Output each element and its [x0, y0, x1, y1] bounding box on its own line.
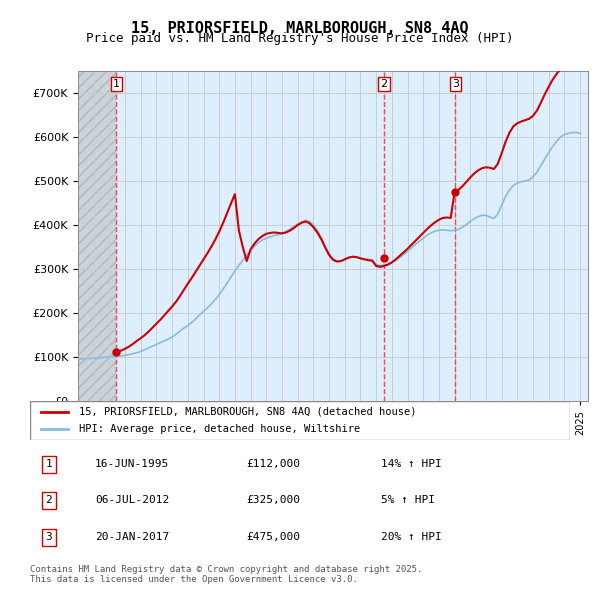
FancyBboxPatch shape	[30, 401, 570, 440]
Text: £112,000: £112,000	[246, 460, 300, 469]
Text: 1: 1	[46, 460, 52, 469]
Text: 2: 2	[380, 79, 388, 89]
Text: £325,000: £325,000	[246, 496, 300, 506]
Bar	[78, 71, 116, 401]
Text: Contains HM Land Registry data © Crown copyright and database right 2025.
This d: Contains HM Land Registry data © Crown c…	[30, 565, 422, 584]
Text: £475,000: £475,000	[246, 532, 300, 542]
Text: 2: 2	[46, 496, 52, 506]
Text: Price paid vs. HM Land Registry's House Price Index (HPI): Price paid vs. HM Land Registry's House …	[86, 32, 514, 45]
Text: 15, PRIORSFIELD, MARLBOROUGH, SN8 4AQ: 15, PRIORSFIELD, MARLBOROUGH, SN8 4AQ	[131, 21, 469, 35]
Text: 20% ↑ HPI: 20% ↑ HPI	[381, 532, 442, 542]
Text: 06-JUL-2012: 06-JUL-2012	[95, 496, 169, 506]
Text: HPI: Average price, detached house, Wiltshire: HPI: Average price, detached house, Wilt…	[79, 424, 360, 434]
Text: 14% ↑ HPI: 14% ↑ HPI	[381, 460, 442, 469]
Text: 3: 3	[46, 532, 52, 542]
Text: 15, PRIORSFIELD, MARLBOROUGH, SN8 4AQ (detached house): 15, PRIORSFIELD, MARLBOROUGH, SN8 4AQ (d…	[79, 407, 416, 417]
Text: 16-JUN-1995: 16-JUN-1995	[95, 460, 169, 469]
Text: 5% ↑ HPI: 5% ↑ HPI	[381, 496, 435, 506]
Text: 20-JAN-2017: 20-JAN-2017	[95, 532, 169, 542]
Text: 1: 1	[113, 79, 120, 89]
Text: 3: 3	[452, 79, 459, 89]
